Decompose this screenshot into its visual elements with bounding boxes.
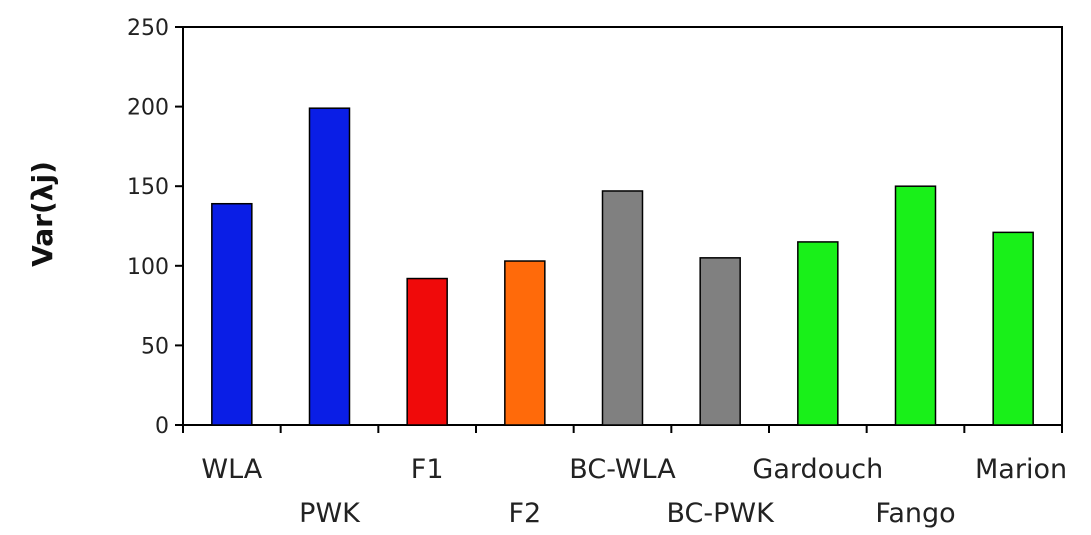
x-category-label: Gardouch [752,454,883,485]
y-tick-label: 200 [127,96,169,121]
y-tick-label: 150 [127,175,169,200]
x-category-label: BC-PWK [667,498,776,529]
x-category-label: F1 [411,454,444,485]
bar-pwk [308,107,351,426]
bar-fango [894,185,937,426]
bar-marion [992,231,1034,426]
bar-gardouch [797,241,839,426]
bar-f1 [406,277,448,426]
x-category-label: BC-WLA [569,454,676,485]
bar-bc-pwk [699,257,741,426]
y-tick-label: 100 [127,255,169,280]
bar-f2 [504,260,546,426]
x-category-label: Marion [975,454,1067,485]
x-category-label: WLA [201,454,262,485]
y-axis-label: Var(λj) [26,161,59,267]
y-tick-label: 0 [155,414,169,439]
y-tick-label: 50 [141,334,169,359]
y-tick-label: 250 [127,16,169,41]
bar-bc-wla [601,190,644,426]
bar-wla [211,202,253,426]
x-category-label: PWK [299,498,361,529]
x-category-label: F2 [508,498,541,529]
x-category-label: Fango [875,498,955,529]
